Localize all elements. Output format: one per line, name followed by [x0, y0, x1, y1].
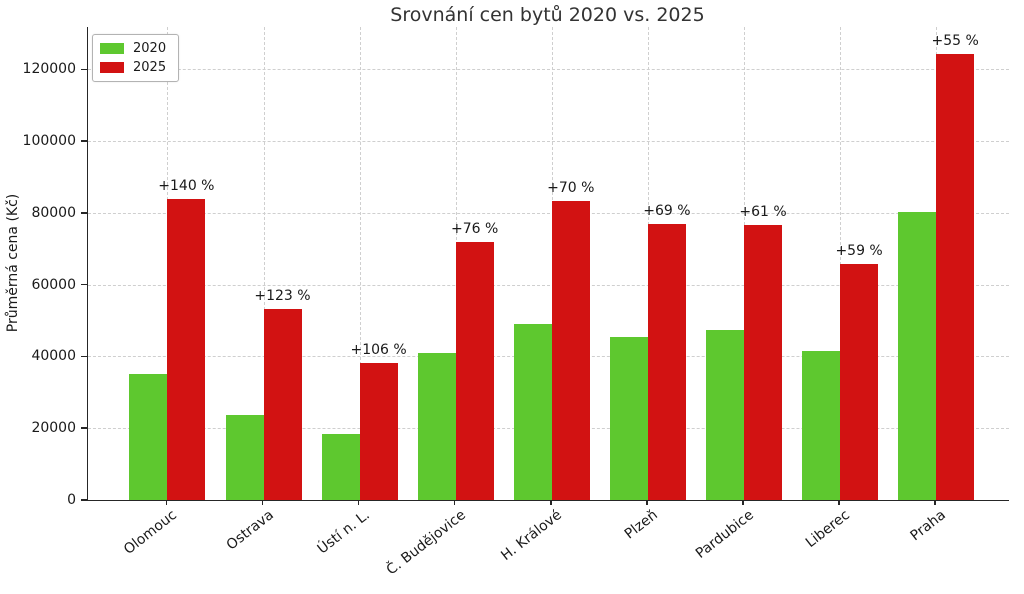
- pct-label-4: +70 %: [547, 180, 595, 197]
- legend-swatch-2020: [100, 43, 124, 54]
- y-tick-mark: [81, 427, 87, 430]
- v-gridline: [359, 27, 361, 500]
- y-tick-label: 100000: [22, 133, 76, 150]
- bar-2025-7: [840, 263, 879, 500]
- pct-label-3: +76 %: [451, 220, 499, 237]
- x-tick-mark: [165, 501, 168, 505]
- bar-2025-0: [167, 198, 206, 500]
- pct-label-6: +61 %: [739, 204, 787, 221]
- bar-2025-6: [744, 225, 782, 500]
- x-axis: Olomouc Ostrava Ústí n. L. Č. Budějovice H. …: [87, 501, 1008, 594]
- chart-title: Srovnání cen bytů 2020 vs. 2025: [390, 4, 705, 26]
- v-gridline: [263, 27, 265, 500]
- bar-2025-8: [936, 53, 975, 500]
- x-tick-mark: [550, 501, 552, 505]
- pct-label-2: +106 %: [350, 342, 407, 359]
- bar-2025-2: [359, 363, 398, 500]
- y-tick-mark: [81, 355, 87, 358]
- y-tick-label: 120000: [22, 61, 76, 78]
- x-tick-label: Olomouc: [121, 507, 181, 558]
- bar-2025-3: [455, 241, 494, 500]
- bar-2020-6: [706, 329, 744, 500]
- y-tick-label: 20000: [31, 420, 76, 437]
- legend-swatch-2025: [100, 62, 124, 73]
- pct-label-7: +59 %: [835, 242, 883, 259]
- plot-area: +140 % +123 % +106 % +76 % +70 % +69 % +61 % +5…: [87, 27, 1009, 501]
- legend-item-2025: 2025: [100, 60, 166, 75]
- legend-item-2020: 2020: [100, 41, 166, 56]
- x-tick-mark: [838, 501, 840, 505]
- legend-label-2020: 2020: [133, 41, 167, 56]
- y-tick-mark: [81, 140, 87, 142]
- pct-label-8: +55 %: [931, 32, 979, 49]
- bar-2020-3: [417, 353, 456, 500]
- x-tick-mark: [934, 501, 936, 505]
- y-tick-mark: [81, 68, 87, 71]
- bar-2020-2: [321, 433, 360, 500]
- pct-label-0: +140 %: [158, 177, 215, 194]
- x-tick-mark: [453, 501, 456, 505]
- x-tick-mark: [646, 501, 648, 505]
- x-tick-mark: [742, 501, 744, 505]
- pct-label-1: +123 %: [254, 288, 311, 305]
- bar-2025-4: [551, 201, 590, 500]
- x-tick-mark: [357, 501, 360, 505]
- y-tick-label: 80000: [31, 204, 76, 221]
- bar-2020-8: [898, 212, 937, 500]
- bar-2020-0: [129, 374, 168, 500]
- legend: 2020 2025: [92, 34, 180, 82]
- y-tick-label: 60000: [31, 276, 76, 293]
- h-gridline: [88, 284, 1009, 286]
- bar-2020-1: [225, 414, 264, 500]
- bar-2025-5: [647, 224, 686, 500]
- y-tick-mark: [81, 212, 87, 214]
- y-tick-label: 0: [67, 492, 76, 508]
- bar-2020-7: [802, 351, 841, 500]
- bar-2020-5: [609, 336, 648, 500]
- bar-2020-4: [513, 324, 552, 500]
- h-gridline: [88, 141, 1009, 143]
- x-tick-mark: [261, 501, 264, 505]
- y-tick-label: 40000: [31, 348, 76, 365]
- h-gridline: [88, 69, 1009, 71]
- v-gridline: [840, 27, 842, 500]
- bar-2025-1: [263, 309, 302, 500]
- y-tick-mark: [81, 283, 87, 286]
- pct-label-5: +69 %: [643, 203, 691, 220]
- y-tick-mark: [81, 499, 87, 501]
- h-gridline: [88, 212, 1009, 214]
- legend-label-2025: 2025: [133, 60, 167, 75]
- y-axis: 0 20000 40000 60000 80000 100000 120000: [0, 27, 87, 508]
